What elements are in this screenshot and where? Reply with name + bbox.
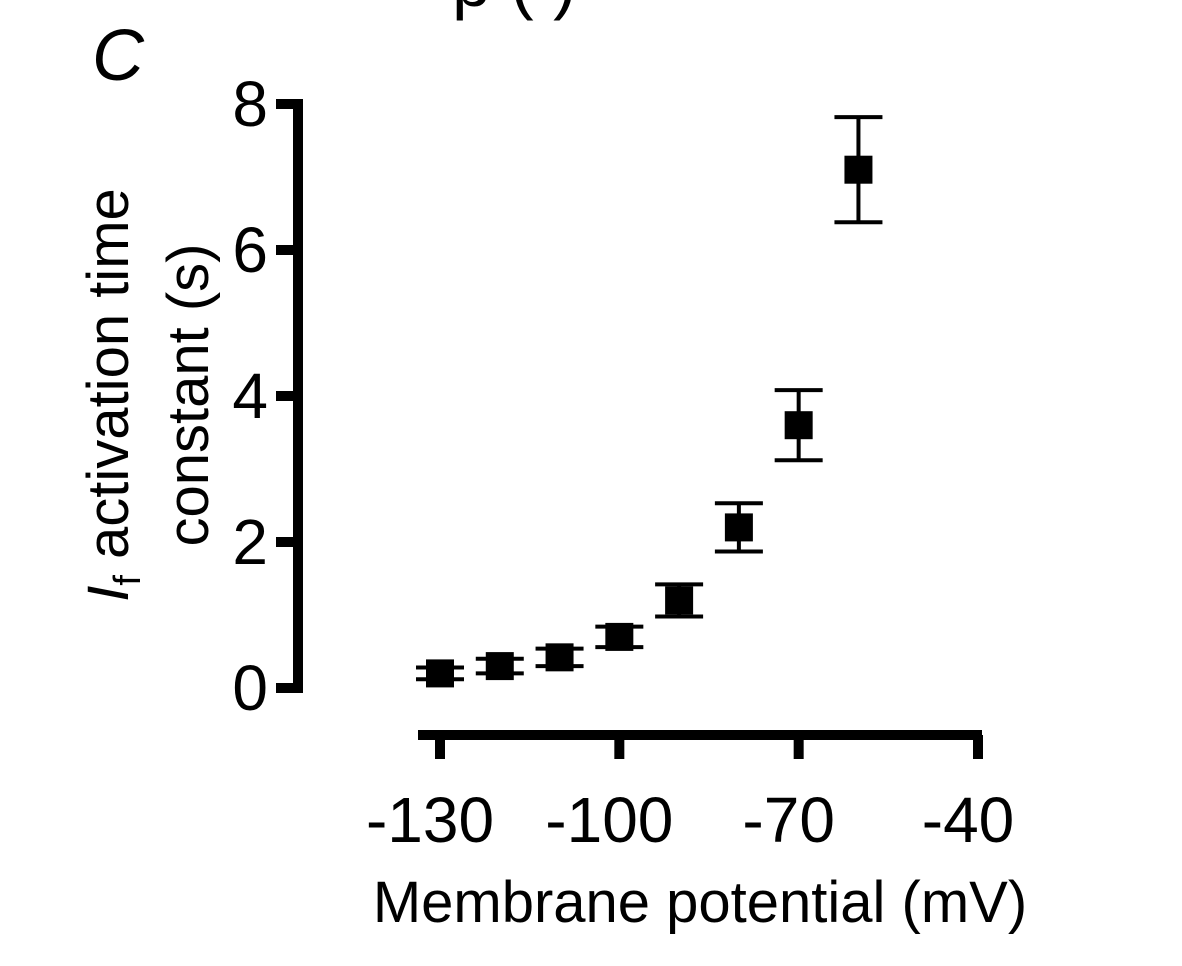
x-axis-title: Membrane potential (mV): [373, 870, 1027, 935]
data-point: [834, 115, 883, 225]
square-marker: [665, 586, 694, 615]
x-axis: -130 -100 -70 -40: [366, 730, 1015, 856]
y-axis-title-rest: activation time: [76, 188, 141, 575]
square-marker: [545, 643, 574, 672]
data-point: [714, 501, 763, 554]
y-axis-title-line1: If activation time: [76, 188, 149, 602]
data-series: [416, 115, 883, 688]
y-axis: 0 2 4 6 8: [232, 68, 303, 724]
y-tick-label: 8: [232, 68, 268, 140]
data-point: [416, 659, 464, 688]
y-tick-label: 4: [232, 360, 268, 432]
square-marker: [784, 411, 813, 440]
y-tick-label: 6: [232, 214, 268, 286]
data-point: [774, 388, 823, 463]
y-axis-title-symbol: I: [76, 586, 141, 602]
x-tick-label: -70: [742, 784, 835, 856]
y-axis-title-line2: constant (s): [156, 244, 221, 547]
square-marker: [605, 622, 634, 651]
y-axis-title: If activation time constant (s): [76, 188, 221, 602]
square-marker: [844, 155, 873, 184]
x-tick-label: -130: [366, 784, 494, 856]
top-cut-text: p ( ): [452, 0, 576, 21]
y-tick-label: 0: [232, 652, 268, 724]
data-point: [475, 652, 524, 681]
panel-label: C: [92, 16, 145, 96]
square-marker: [426, 659, 454, 688]
x-tick-label: -40: [922, 784, 1015, 856]
y-axis-title-subscript: f: [107, 575, 149, 586]
data-point: [535, 643, 584, 672]
data-point: [595, 622, 644, 651]
square-marker: [485, 652, 514, 681]
square-marker: [724, 513, 753, 542]
y-tick-label: 2: [232, 506, 268, 578]
data-point: [655, 582, 704, 619]
x-tick-label: -100: [545, 784, 673, 856]
